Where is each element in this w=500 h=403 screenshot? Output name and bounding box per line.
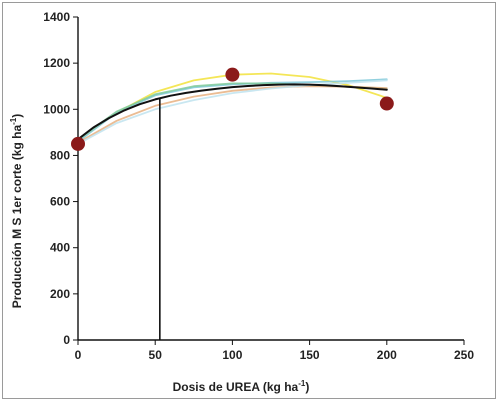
y-axis-title: Producción M S 1er corte (kg ha-1) [9,114,24,309]
data-points [71,67,394,151]
y-tick-label: 800 [50,148,70,162]
x-tick-label: 250 [454,348,474,362]
data-point [71,136,85,151]
x-tick-label: 150 [300,348,320,362]
y-tick-label: 400 [50,241,70,255]
fit-lines [77,72,388,145]
x-tick-label: 200 [377,348,397,362]
axes [73,16,465,345]
y-tick-label: 200 [50,287,70,301]
chart-plot: 0 200 400 600 800 1000 1200 1400 0 50 100 150 200 250… [9,10,474,394]
fit-line [77,79,388,145]
fit-line [77,85,388,144]
data-point [379,96,394,111]
fit-line [77,78,388,143]
y-tick-label: 600 [50,195,70,209]
y-tick-label: 1000 [43,102,70,116]
x-tick-label: 100 [222,348,242,362]
x-tick-label: 50 [149,348,163,362]
y-tick-label: 1400 [43,10,70,24]
x-axis-title: Dosis de UREA (kg ha-1) [173,379,310,394]
y-tick-label: 0 [63,333,70,347]
chart-frame: 0 200 400 600 800 1000 1200 1400 0 50 100 150 200 250… [2,2,496,399]
y-tick-label: 1200 [43,56,70,70]
x-tick-label: 0 [75,348,82,362]
data-point [225,67,240,82]
fit-line-main [77,83,388,141]
tick-labels: 0 200 400 600 800 1000 1200 1400 0 50 100 150 200 250 [43,10,474,362]
